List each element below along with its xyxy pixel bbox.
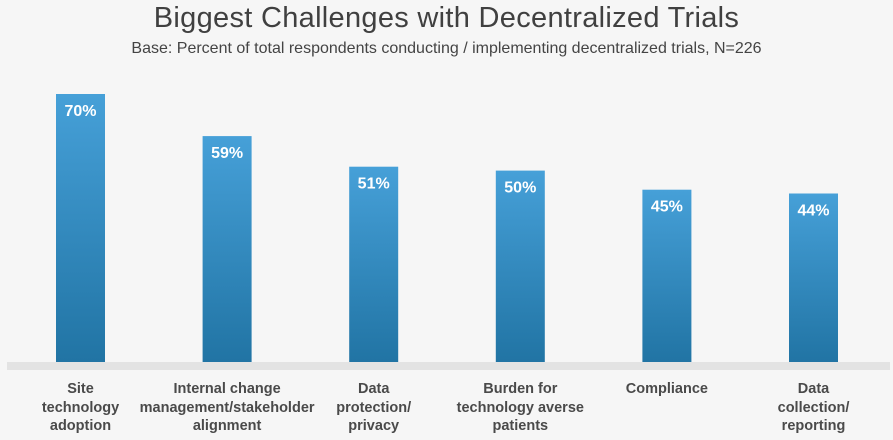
- category-label-line: technology averse: [456, 399, 584, 416]
- bar-4: [495, 170, 545, 362]
- category-label-3: Data protection/privacy: [284, 380, 464, 436]
- category-label-line: privacy: [348, 418, 400, 434]
- bar-3: [349, 166, 399, 362]
- chart-title: Biggest Challenges with Decentralized Tr…: [153, 2, 740, 34]
- category-label-line: protection/: [336, 399, 412, 416]
- category-label-line: Data: [797, 381, 830, 397]
- data-label-6: 44%: [797, 203, 829, 220]
- category-label-5: Compliance: [577, 380, 757, 399]
- chart-subtitle: Base: Percent of total respondents condu…: [131, 40, 762, 57]
- bar-6: [789, 193, 838, 362]
- category-label-4: Burden for technology averse patients: [430, 380, 610, 436]
- category-label-line: alignment: [192, 418, 262, 434]
- data-label-5: 45%: [651, 199, 683, 216]
- category-label-line: technology: [41, 399, 120, 416]
- data-label-4: 50%: [504, 180, 536, 197]
- category-label-line: adoption: [49, 418, 112, 434]
- category-label-6: Data collection/reporting: [724, 380, 893, 436]
- bar-2: [202, 136, 252, 362]
- category-label-1: Site technology adoption: [0, 380, 171, 436]
- data-label-3: 51%: [358, 176, 390, 193]
- category-label-line: Compliance: [625, 381, 708, 397]
- category-label-line: Internal change: [173, 381, 281, 397]
- x-axis-baseline: [7, 362, 890, 370]
- category-label-line: collection/: [777, 399, 850, 416]
- category-label-line: patients: [492, 418, 549, 434]
- category-label-line: Site: [67, 381, 94, 397]
- category-label-2: Internal change management/stakeholder ali…: [137, 380, 317, 436]
- category-label-line: Burden for: [483, 381, 558, 397]
- category-label-line: reporting: [781, 418, 846, 434]
- category-label-line: management/stakeholder: [139, 399, 315, 416]
- data-label-2: 59%: [211, 145, 243, 162]
- bar-1: [56, 94, 105, 362]
- data-label-1: 70%: [64, 103, 96, 120]
- category-label-line: Data: [357, 381, 390, 397]
- bar-5: [642, 189, 692, 362]
